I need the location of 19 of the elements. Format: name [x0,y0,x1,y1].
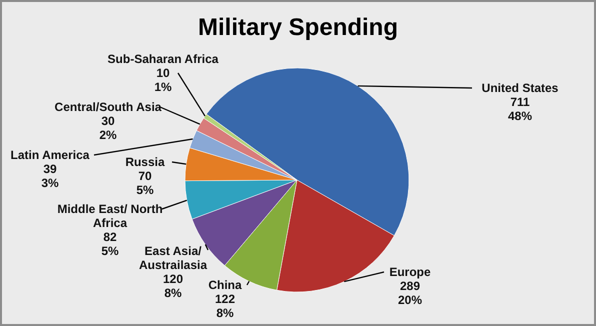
data-label: 10 1% [154,66,172,94]
slice-label: China [208,278,242,292]
data-label: 70 5% [136,169,154,197]
slice-label: Latin America [10,148,90,162]
data-label: 711 48% [508,95,532,123]
data-label: 289 20% [398,279,422,307]
slice-label: United States [482,81,559,95]
data-label: 30 2% [99,114,117,142]
slice-label: Russia [125,155,165,169]
data-label: 122 8% [214,292,236,320]
data-label: 120 8% [162,272,184,300]
data-label: 39 3% [41,162,59,190]
slice-label: Europe [389,265,431,279]
data-label: 82 5% [101,230,119,258]
slice-label: Middle East/ North Africa [57,202,163,230]
slice-label: Central/South Asia [54,100,162,114]
chart-title: Military Spending [198,14,398,41]
slice-label: Sub-Saharan Africa [108,52,219,66]
slice-label: East Asia/ Austrailasia [138,244,208,272]
